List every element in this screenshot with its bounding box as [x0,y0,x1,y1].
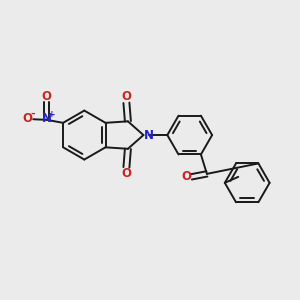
Text: O: O [181,170,191,183]
Text: O: O [22,112,32,125]
Text: N: N [144,129,154,142]
Text: N: N [42,112,52,125]
Text: O: O [42,90,52,103]
Text: O: O [122,167,131,180]
Text: O: O [122,90,131,103]
Text: -: - [30,108,35,118]
Text: +: + [48,110,56,119]
